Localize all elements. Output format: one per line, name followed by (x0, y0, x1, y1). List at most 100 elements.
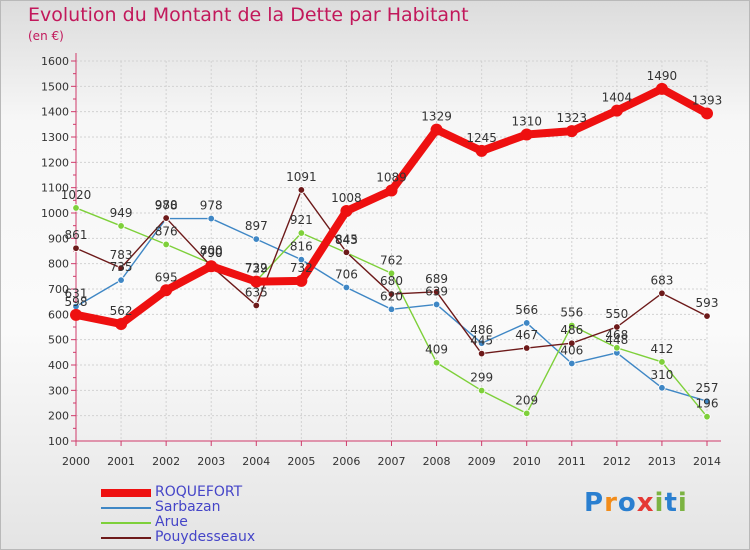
data-point (385, 184, 398, 197)
data-label: 816 (290, 240, 313, 254)
data-label: 486 (560, 323, 583, 337)
y-tick-label: 300 (48, 384, 69, 397)
data-point (432, 288, 441, 296)
data-point (162, 214, 170, 222)
data-point (387, 305, 396, 313)
data-point (342, 283, 351, 292)
data-label: 683 (650, 273, 673, 287)
data-label: 783 (110, 248, 133, 262)
data-label: 593 (696, 296, 719, 310)
data-label: 729 (245, 262, 268, 276)
x-tick-label: 2003 (197, 455, 225, 468)
data-label: 1091 (286, 170, 317, 184)
x-tick-label: 2007 (378, 455, 406, 468)
data-label: 978 (200, 199, 223, 213)
data-label: 486 (470, 323, 493, 337)
data-label: 876 (155, 224, 178, 238)
data-point (655, 82, 668, 95)
data-label: 409 (425, 343, 448, 357)
data-label: 980 (155, 198, 178, 212)
x-tick-label: 2013 (648, 455, 676, 468)
data-label: 406 (560, 343, 583, 357)
data-point (432, 300, 441, 309)
data-label: 790 (200, 246, 223, 260)
y-tick-label: 1100 (41, 182, 69, 195)
data-point (523, 344, 531, 352)
y-tick-label: 700 (48, 283, 69, 296)
data-point (523, 409, 531, 418)
y-tick-label: 200 (48, 410, 69, 423)
data-point (387, 269, 396, 277)
data-point (250, 275, 263, 288)
data-label: 1404 (602, 91, 633, 105)
data-label: 257 (696, 381, 719, 395)
data-point (117, 222, 125, 230)
data-label: 310 (650, 368, 673, 382)
data-label: 921 (290, 213, 313, 227)
data-point (162, 240, 170, 249)
data-label: 1490 (647, 69, 678, 83)
data-label: 196 (696, 397, 719, 411)
y-tick-label: 1300 (41, 131, 69, 144)
data-label: 467 (515, 328, 538, 342)
data-point (340, 204, 353, 217)
data-point (658, 384, 666, 392)
data-point (252, 235, 260, 243)
data-point (297, 229, 306, 237)
data-point (297, 255, 306, 264)
data-point (475, 144, 488, 157)
data-point (432, 359, 441, 367)
data-point (658, 358, 666, 366)
data-point (568, 321, 576, 330)
data-point (115, 317, 128, 330)
data-label: 1020 (61, 188, 92, 202)
y-tick-label: 600 (48, 308, 69, 321)
data-label: 706 (335, 267, 358, 281)
data-point (520, 128, 533, 141)
data-point (160, 284, 173, 297)
data-label: 598 (65, 295, 88, 309)
data-point (610, 104, 623, 117)
data-label: 1008 (331, 191, 362, 205)
x-tick-label: 2011 (558, 455, 586, 468)
data-point (295, 274, 308, 287)
data-label: 790 (200, 246, 223, 260)
x-tick-label: 2008 (423, 455, 451, 468)
data-label: 468 (605, 328, 628, 342)
data-label: 1310 (511, 114, 542, 128)
proxiti-logo: Proxiti (584, 488, 688, 518)
data-point (565, 125, 578, 138)
data-label: 448 (605, 333, 628, 347)
data-point (613, 323, 621, 331)
data-label: 445 (470, 334, 493, 348)
data-label: 631 (65, 286, 88, 300)
data-point (568, 339, 576, 347)
chart-unit: (en €) (28, 29, 64, 43)
y-tick-label: 900 (48, 232, 69, 245)
data-point (342, 248, 351, 256)
x-tick-label: 2012 (603, 455, 631, 468)
data-point (72, 204, 80, 212)
data-label: 843 (335, 233, 358, 247)
chart-title: Evolution du Montant de la Dette par Hab… (28, 4, 469, 26)
legend-swatch (101, 522, 151, 524)
x-tick-label: 2000 (62, 455, 90, 468)
legend-swatch (101, 537, 151, 539)
y-tick-label: 500 (48, 334, 69, 347)
x-tick-label: 2010 (513, 455, 541, 468)
data-label: 556 (560, 305, 583, 319)
data-label: 299 (470, 371, 493, 385)
x-tick-label: 2002 (152, 455, 180, 468)
data-point (477, 349, 486, 358)
x-tick-label: 2014 (693, 455, 721, 468)
data-label: 845 (335, 232, 358, 246)
y-tick-label: 1500 (41, 80, 69, 93)
data-label: 1089 (376, 170, 407, 184)
data-point (297, 186, 306, 194)
data-label: 949 (110, 206, 133, 220)
y-tick-label: 1200 (41, 156, 69, 169)
data-point (568, 359, 576, 368)
legend-label: Sarbazan (155, 499, 221, 515)
